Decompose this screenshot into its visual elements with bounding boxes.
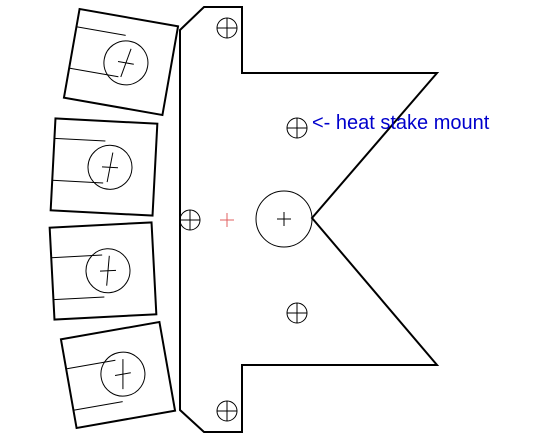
center-mark [220,213,234,227]
module-3 [48,221,158,321]
heat-stake-mount-lower-right [286,302,308,324]
heat-stake-mount-label: <- heat stake mount [312,112,490,134]
heat-stake-mount-top [216,17,238,39]
heat-stake-mount-bottom [216,400,238,422]
module-4 [59,320,177,430]
module-2 [49,117,159,217]
heat-stake-mount-left [179,209,201,231]
module-1 [62,7,180,117]
center-pivot [255,190,313,248]
plate-outline [179,6,440,433]
heat-stake-mount-upper-right [286,117,308,139]
